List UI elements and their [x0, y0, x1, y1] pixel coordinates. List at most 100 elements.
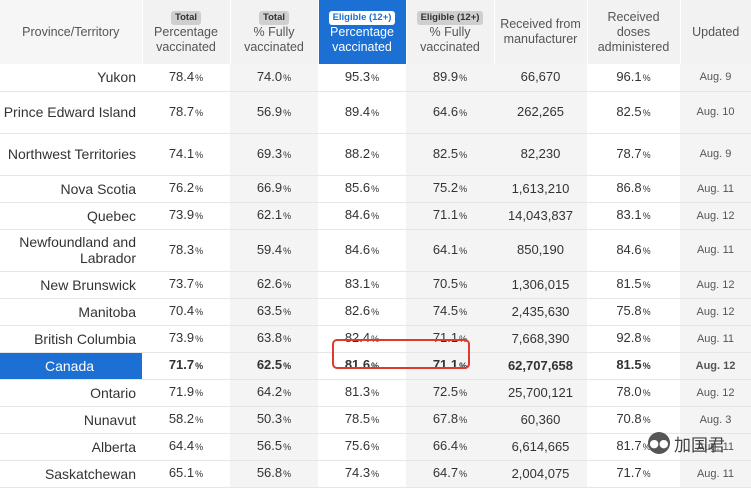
table-row: Prince Edward Island 78.7% 56.9% 89.4% 64.6%…: [0, 91, 751, 134]
cell-t_fv: 69.3%: [230, 133, 318, 176]
cell-administered: 83.1%: [587, 202, 680, 230]
header-label: Percentage vaccinated: [330, 25, 394, 54]
percent-sign: %: [195, 245, 204, 256]
percent-sign: %: [459, 442, 468, 452]
percent-sign: %: [195, 149, 204, 160]
cell-value: 86.8: [616, 180, 642, 195]
cell-value: 92.8: [616, 330, 642, 345]
province-name: Newfoundland and Labrador: [0, 229, 142, 272]
percent-sign: %: [195, 107, 204, 118]
percent-sign: %: [371, 469, 380, 479]
percent-sign: %: [642, 469, 651, 479]
cell-received: 66,670: [494, 64, 587, 92]
cell-value: 63.8: [256, 330, 283, 345]
cell-e_fv: 74.5%: [406, 298, 494, 326]
header-province[interactable]: Province/Territory: [0, 0, 142, 64]
cell-value: 81.6: [344, 357, 371, 372]
cell-updated: Aug. 9: [680, 133, 751, 176]
cell-t_fv: 63.8%: [230, 325, 318, 353]
table-row: Newfoundland and Labrador 78.3% 59.4% 84.6%…: [0, 229, 751, 272]
cell-received: 6,614,665: [494, 433, 587, 461]
percent-sign: %: [283, 72, 292, 83]
cell-value: 74.0: [256, 68, 283, 84]
cell-value: 71.7: [616, 465, 642, 480]
province-name: Yukon: [0, 64, 142, 92]
percent-sign: %: [283, 149, 292, 160]
percent-sign: %: [283, 415, 292, 425]
cell-received: 2,435,630: [494, 298, 587, 326]
cell-t_fv: 64.2%: [230, 379, 318, 407]
cell-e_fv: 64.1%: [406, 229, 494, 272]
cell-value: 67.8: [432, 411, 459, 426]
cell-value: 71.9: [168, 384, 195, 399]
cell-updated: Aug. 11: [680, 433, 751, 461]
cell-value: 83.1: [344, 276, 371, 291]
cell-value: 84.6: [616, 241, 642, 257]
header-eligible-pct-fully[interactable]: Eligible (12+) % Fully vaccinated: [405, 0, 494, 64]
cell-value: 64.2: [256, 384, 283, 399]
cell-e_fv: 64.6%: [406, 91, 494, 134]
cell-received: 850,190: [494, 229, 587, 272]
percent-sign: %: [283, 184, 292, 194]
cell-e_pv: 74.3%: [318, 460, 406, 488]
header-total-pct-vaccinated[interactable]: Total Percentage vaccinated: [141, 0, 230, 64]
table-row: Quebec 73.9% 62.1% 84.6% 71.1% 14,043,837 83.1…: [0, 202, 751, 230]
cell-value: 76.2: [168, 180, 195, 195]
cell-e_pv: 78.5%: [318, 406, 406, 434]
cell-updated: Aug. 9: [680, 64, 751, 92]
percent-sign: %: [283, 388, 292, 398]
cell-t_pv: 76.2%: [142, 175, 230, 203]
header-updated[interactable]: Updated: [679, 0, 751, 64]
province-name: British Columbia: [0, 325, 142, 353]
cell-t_fv: 74.0%: [230, 64, 318, 92]
cell-value: 84.6: [344, 241, 371, 257]
cell-value: 59.4: [256, 241, 283, 257]
cell-received: 62,707,658: [494, 352, 587, 380]
header-received[interactable]: Received from manufacturer: [493, 0, 587, 64]
cell-administered: 71.7%: [587, 460, 680, 488]
cell-e_fv: 71.1%: [406, 202, 494, 230]
percent-sign: %: [459, 280, 468, 290]
percent-sign: %: [642, 361, 651, 371]
cell-value: 63.5: [256, 303, 283, 318]
cell-e_pv: 81.6%: [318, 352, 406, 380]
cell-value: 66.9: [256, 180, 283, 195]
cell-e_pv: 83.1%: [318, 271, 406, 299]
percent-sign: %: [642, 149, 651, 160]
percent-sign: %: [459, 415, 468, 425]
header-eligible-pct-vaccinated[interactable]: Eligible (12+) Percentage vaccinated: [317, 0, 406, 64]
cell-t_pv: 64.4%: [142, 433, 230, 461]
cell-t_pv: 70.4%: [142, 298, 230, 326]
cell-e_fv: 71.1%: [406, 325, 494, 353]
province-name: Alberta: [0, 433, 142, 461]
cell-t_pv: 78.4%: [142, 64, 230, 92]
percent-sign: %: [459, 388, 468, 398]
cell-received: 82,230: [494, 133, 587, 176]
cell-updated: Aug. 12: [680, 298, 751, 326]
cell-value: 75.8: [616, 303, 642, 318]
cell-administered: 86.8%: [587, 175, 680, 203]
percent-sign: %: [642, 442, 651, 452]
cell-value: 73.9: [168, 330, 195, 345]
cell-e_fv: 67.8%: [406, 406, 494, 434]
cell-value: 81.3: [344, 384, 371, 399]
cell-administered: 84.6%: [587, 229, 680, 272]
cell-e_fv: 66.4%: [406, 433, 494, 461]
header-total-pct-fully[interactable]: Total % Fully vaccinated: [229, 0, 318, 64]
cell-updated: Aug. 10: [680, 91, 751, 134]
cell-e_pv: 95.3%: [318, 64, 406, 92]
cell-updated: Aug. 12: [680, 379, 751, 407]
cell-t_pv: 73.9%: [142, 202, 230, 230]
cell-value: 89.9: [432, 68, 459, 84]
chat-bubble-icon: ●●: [648, 432, 670, 454]
cell-value: 71.1: [432, 357, 459, 372]
percent-sign: %: [642, 107, 651, 118]
percent-sign: %: [283, 245, 292, 256]
cell-updated: Aug. 12: [680, 352, 751, 380]
cell-administered: 96.1%: [587, 64, 680, 92]
cell-administered: 75.8%: [587, 298, 680, 326]
percent-sign: %: [459, 245, 468, 256]
percent-sign: %: [642, 388, 651, 398]
percent-sign: %: [459, 72, 468, 83]
header-administered[interactable]: Received doses administered: [586, 0, 680, 64]
